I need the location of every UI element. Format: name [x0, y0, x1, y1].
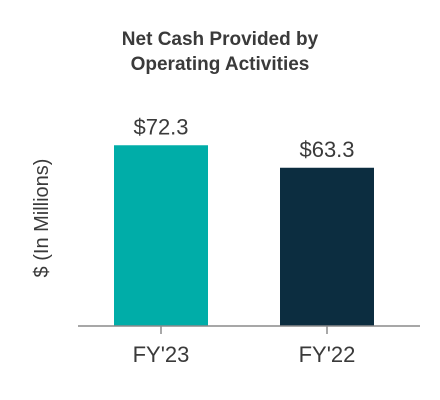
ticks-layer: FY'23 FY'22 — [133, 326, 356, 367]
chart-title: Net Cash Provided by Operating Activitie… — [122, 29, 319, 75]
x-tick-label-0: FY'23 — [133, 342, 190, 367]
chart-title-line-1: Net Cash Provided by — [122, 29, 319, 50]
y-axis-label: $ (In Millions) — [31, 159, 53, 278]
value-label-0: $72.3 — [133, 114, 188, 139]
x-tick-label-1: FY'22 — [299, 342, 356, 367]
chart-title-line-2: Operating Activities — [131, 54, 310, 75]
value-label-1: $63.3 — [299, 137, 354, 162]
bars-layer: $72.3 $63.3 — [114, 114, 374, 326]
bar-1 — [280, 167, 374, 326]
bar-0 — [114, 145, 208, 326]
